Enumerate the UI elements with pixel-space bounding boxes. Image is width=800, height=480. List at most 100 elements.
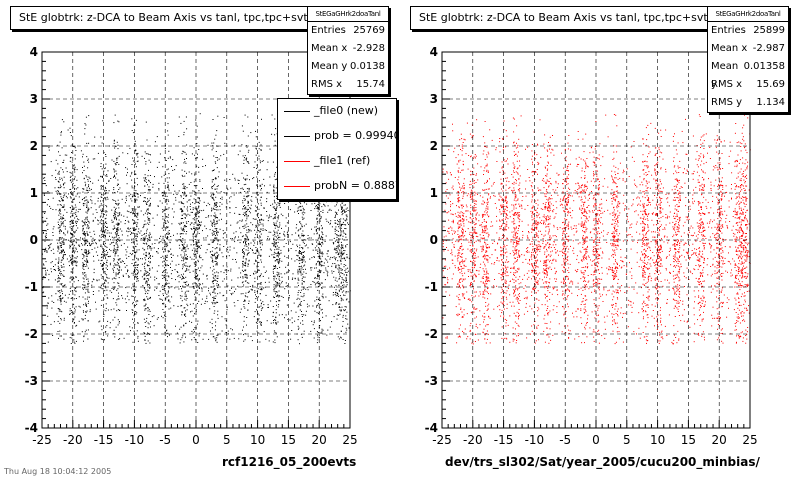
data-point: [163, 240, 165, 242]
data-point: [325, 269, 327, 271]
data-point: [69, 189, 71, 190]
data-point: [338, 238, 340, 240]
data-point: [100, 265, 102, 267]
data-point: [215, 263, 217, 265]
data-point: [343, 250, 345, 251]
data-point: [75, 242, 77, 244]
data-point: [101, 142, 103, 144]
data-point: [243, 340, 245, 342]
data-point: [207, 243, 209, 245]
data-point: [275, 301, 277, 303]
data-point: [124, 202, 126, 204]
data-point: [340, 286, 342, 288]
data-point: [261, 242, 263, 244]
data-point: [128, 256, 130, 257]
data-point: [247, 202, 249, 204]
data-point: [256, 322, 258, 324]
data-point: [114, 236, 116, 238]
data-point: [275, 283, 277, 285]
data-point: [61, 237, 63, 239]
data-point: [257, 230, 259, 232]
data-point: [337, 336, 339, 338]
data-point: [303, 217, 305, 219]
data-point: [283, 234, 285, 236]
data-point: [274, 235, 276, 237]
data-point: [183, 263, 185, 265]
data-point: [128, 205, 130, 207]
data-point: [72, 186, 74, 188]
data-point: [334, 220, 336, 221]
data-point: [63, 195, 65, 197]
data-point: [103, 313, 105, 315]
data-point: [214, 297, 216, 299]
data-point: [230, 268, 232, 270]
data-point: [151, 236, 153, 238]
data-point: [113, 258, 115, 259]
data-point: [292, 243, 294, 245]
data-point: [214, 228, 216, 230]
data-point: [334, 228, 336, 230]
data-point: [297, 328, 299, 330]
data-point: [156, 166, 158, 168]
data-point: [274, 288, 276, 290]
data-point: [169, 157, 171, 159]
data-point: [71, 234, 73, 236]
data-point: [247, 202, 249, 204]
data-point: [73, 244, 75, 246]
data-point: [62, 255, 64, 257]
data-point: [78, 296, 80, 298]
data-point: [86, 305, 87, 307]
data-point: [108, 232, 110, 234]
data-point: [69, 240, 71, 242]
data-point: [131, 130, 133, 131]
data-point: [316, 312, 318, 314]
data-point: [196, 289, 198, 291]
data-point: [144, 339, 146, 341]
data-point: [127, 220, 129, 222]
data-point: [336, 213, 337, 215]
data-point: [297, 325, 299, 327]
data-point: [65, 167, 67, 169]
data-point: [254, 242, 256, 244]
data-point: [244, 274, 246, 276]
data-point: [45, 273, 47, 275]
data-point: [57, 262, 59, 264]
data-point: [62, 200, 64, 202]
data-point: [267, 238, 268, 240]
data-point: [186, 285, 188, 287]
data-point: [117, 324, 119, 326]
data-point: [58, 237, 60, 239]
data-point: [144, 293, 146, 295]
data-point: [44, 235, 46, 237]
data-point: [245, 206, 247, 208]
data-point: [254, 237, 256, 239]
data-point: [186, 309, 188, 311]
data-point: [260, 233, 262, 235]
data-point: [163, 289, 165, 291]
data-point: [132, 194, 134, 196]
data-point: [304, 245, 306, 247]
data-point: [213, 233, 215, 235]
data-point: [58, 310, 60, 312]
data-point: [331, 270, 333, 272]
data-point: [316, 282, 318, 284]
data-point: [87, 253, 89, 255]
data-point: [246, 214, 248, 216]
data-point: [103, 271, 105, 273]
data-point: [147, 245, 149, 247]
data-point: [175, 264, 177, 266]
data-point: [158, 283, 160, 285]
data-point: [84, 275, 86, 277]
data-point: [57, 190, 59, 192]
data-point: [132, 285, 134, 287]
data-point: [185, 299, 187, 301]
data-point: [253, 240, 255, 242]
data-point: [166, 246, 168, 248]
data-point: [143, 274, 145, 276]
data-point: [106, 182, 108, 184]
data-point: [274, 246, 276, 248]
data-point: [115, 200, 117, 202]
data-point: [260, 223, 262, 225]
data-point: [132, 213, 134, 215]
data-point: [149, 310, 151, 312]
